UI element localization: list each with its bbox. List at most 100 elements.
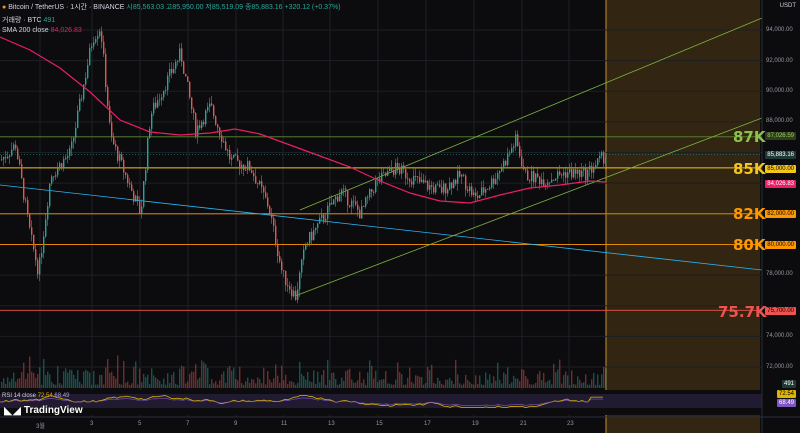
candle-body bbox=[505, 160, 507, 166]
candle-body bbox=[291, 289, 293, 297]
volume-bar bbox=[5, 383, 7, 388]
candle-body bbox=[465, 175, 467, 190]
candle-body bbox=[23, 178, 25, 200]
volume-bar bbox=[601, 374, 603, 388]
candle-body bbox=[527, 170, 529, 181]
volume-bar bbox=[199, 377, 201, 388]
candle-body bbox=[417, 176, 419, 178]
candle-body bbox=[473, 192, 475, 196]
volume-bar bbox=[371, 365, 373, 388]
candle-body bbox=[37, 260, 39, 275]
price-pill-82k: 82,000.00 bbox=[765, 210, 796, 218]
volume-bar bbox=[447, 379, 449, 388]
volume-bar bbox=[557, 369, 559, 388]
volume-legend[interactable]: 거래량 · BTC 491 bbox=[2, 15, 55, 25]
currency-label[interactable]: USDT bbox=[779, 3, 796, 9]
candle-body bbox=[221, 135, 223, 142]
time-tick: 9 bbox=[234, 421, 238, 427]
rsi-legend[interactable]: RSI 14 close 72.54 68.49 bbox=[2, 393, 69, 399]
level-label-85k: 85K bbox=[733, 160, 766, 178]
volume-bar bbox=[29, 356, 31, 388]
candle-body bbox=[489, 187, 491, 189]
candle-body bbox=[375, 180, 377, 193]
volume-bar bbox=[333, 372, 335, 388]
candle-body bbox=[141, 206, 143, 214]
candle-body bbox=[167, 75, 169, 91]
candle-body bbox=[227, 150, 229, 151]
volume-bar bbox=[369, 360, 371, 388]
volume-bar bbox=[177, 384, 179, 388]
volume-bar bbox=[467, 380, 469, 388]
volume-bar bbox=[357, 380, 359, 388]
volume-bar bbox=[303, 376, 305, 388]
volume-bar bbox=[99, 374, 101, 388]
symbol-header[interactable]: ● Bitcoin / TetherUS · 1시간 · BINANCE 시85… bbox=[2, 2, 341, 12]
candle-body bbox=[185, 73, 187, 77]
candle-body bbox=[453, 179, 455, 189]
volume-bar bbox=[587, 384, 589, 388]
candle-body bbox=[197, 125, 199, 137]
candle-body bbox=[183, 61, 185, 74]
price-pill-85k: 85,000.00 bbox=[765, 165, 796, 173]
volume-bar bbox=[161, 384, 163, 388]
sma-legend[interactable]: SMA 200 close 84,026.83 bbox=[2, 27, 82, 34]
volume-bar bbox=[417, 375, 419, 388]
volume-bar bbox=[539, 370, 541, 388]
candle-body bbox=[423, 179, 425, 183]
time-tick: 3 bbox=[90, 421, 94, 427]
candle-body bbox=[231, 157, 233, 160]
candle-body bbox=[419, 177, 421, 182]
volume-bar bbox=[373, 378, 375, 388]
volume-bar bbox=[581, 382, 583, 388]
candle-body bbox=[383, 172, 385, 174]
volume-bar bbox=[235, 378, 237, 388]
candle-body bbox=[457, 171, 459, 184]
candle-body bbox=[269, 206, 271, 214]
volume-bar bbox=[103, 384, 105, 388]
volume-bar bbox=[255, 383, 257, 388]
volume-bar bbox=[105, 367, 107, 388]
volume-bar bbox=[183, 366, 185, 388]
candle-body bbox=[175, 61, 177, 69]
volume-bar bbox=[241, 383, 243, 388]
volume-bar bbox=[535, 382, 537, 388]
candle-body bbox=[75, 127, 77, 138]
candle-body bbox=[571, 169, 573, 178]
candle-body bbox=[225, 141, 227, 151]
candle-body bbox=[239, 160, 241, 169]
tradingview-logo[interactable]: ◣◢ TradingView bbox=[4, 404, 83, 417]
candle-body bbox=[157, 100, 159, 108]
volume-bar bbox=[41, 384, 43, 388]
volume-bar bbox=[555, 372, 557, 388]
candle-body bbox=[517, 134, 519, 146]
candle-body bbox=[301, 259, 303, 273]
candle-body bbox=[463, 174, 465, 176]
price-tick: 94,000.00 bbox=[766, 27, 793, 33]
candle-body bbox=[595, 165, 597, 169]
volume-bar bbox=[185, 383, 187, 388]
level-label-757k: 75.7K bbox=[718, 303, 767, 321]
volume-bar bbox=[71, 370, 73, 388]
rsi-pill: 72.54 bbox=[776, 390, 796, 398]
candle-body bbox=[449, 182, 451, 190]
volume-bar bbox=[433, 382, 435, 388]
volume-bar bbox=[109, 372, 111, 388]
volume-bar bbox=[155, 377, 157, 388]
volume-bar bbox=[151, 368, 153, 388]
volume-bar bbox=[69, 369, 71, 388]
candle-body bbox=[255, 176, 257, 184]
volume-bar bbox=[21, 372, 23, 388]
volume-bar bbox=[51, 381, 53, 388]
volume-bar bbox=[305, 379, 307, 388]
candle-body bbox=[597, 158, 599, 166]
candle-body bbox=[421, 179, 423, 182]
candle-body bbox=[499, 171, 501, 174]
volume-bar bbox=[513, 375, 515, 388]
volume-bar bbox=[173, 372, 175, 388]
candle-body bbox=[431, 185, 433, 187]
volume-bar bbox=[511, 382, 513, 388]
candle-body bbox=[5, 157, 7, 159]
candle-body bbox=[51, 176, 53, 184]
candle-body bbox=[351, 200, 353, 207]
